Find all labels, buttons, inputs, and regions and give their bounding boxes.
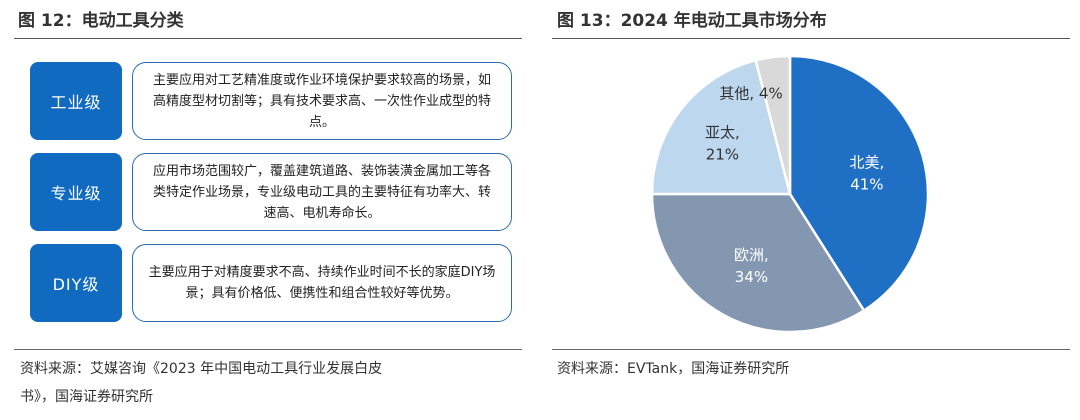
category-industrial-description: 主要应用对工艺精准度或作业环境保护要求较高的场景，如高精度型材切割等；具有技术要… (132, 62, 512, 140)
pie-slice-label-0: 北美, 41% (849, 154, 884, 194)
category-professional-description: 应用市场范围较广，覆盖建筑道路、装饰装潢金属加工等各类特定作业场景，专业级电动工… (132, 153, 512, 231)
pie-slice-2 (650, 58, 792, 196)
source-note-right: 资料来源：EVTank，国海证券研究所 (557, 361, 790, 377)
title-divider-right (552, 38, 1070, 39)
pie-slice-label-2: 亚太, 21% (705, 124, 740, 164)
category-diy-label: DIY级 (30, 244, 122, 322)
pie-slice-label-1: 欧洲, 34% (734, 246, 769, 286)
title-divider-left (14, 38, 522, 39)
pie-slice-1 (650, 192, 866, 334)
source-note-left-line1: 资料来源：艾媒咨询《2023 年中国电动工具行业发展白皮 (20, 361, 383, 377)
category-diy-description: 主要应用于对精度要求不高、持续作业时间不长的家庭DIY场景；具有价格低、便携性和… (132, 244, 512, 322)
market-distribution-pie-chart: 北美, 41% 欧洲, 34% 亚太, 21% 其他, 4% (650, 54, 930, 334)
figure-12-title: 图 12：电动工具分类 (18, 11, 184, 31)
category-industrial-label: 工业级 (30, 62, 122, 140)
pie-svg: 北美, 41% 欧洲, 34% 亚太, 21% 其他, 4% (650, 54, 930, 334)
pie-slice-3 (754, 54, 792, 195)
pie-slice-label-3: 其他, 4% (719, 85, 782, 103)
source-divider-right (552, 349, 1070, 350)
figure-13-title: 图 13：2024 年电动工具市场分布 (557, 11, 827, 31)
source-note-left-line2: 书》，国海证券研究所 (20, 389, 153, 405)
category-professional-label: 专业级 (30, 153, 122, 231)
source-divider-left (14, 349, 522, 350)
